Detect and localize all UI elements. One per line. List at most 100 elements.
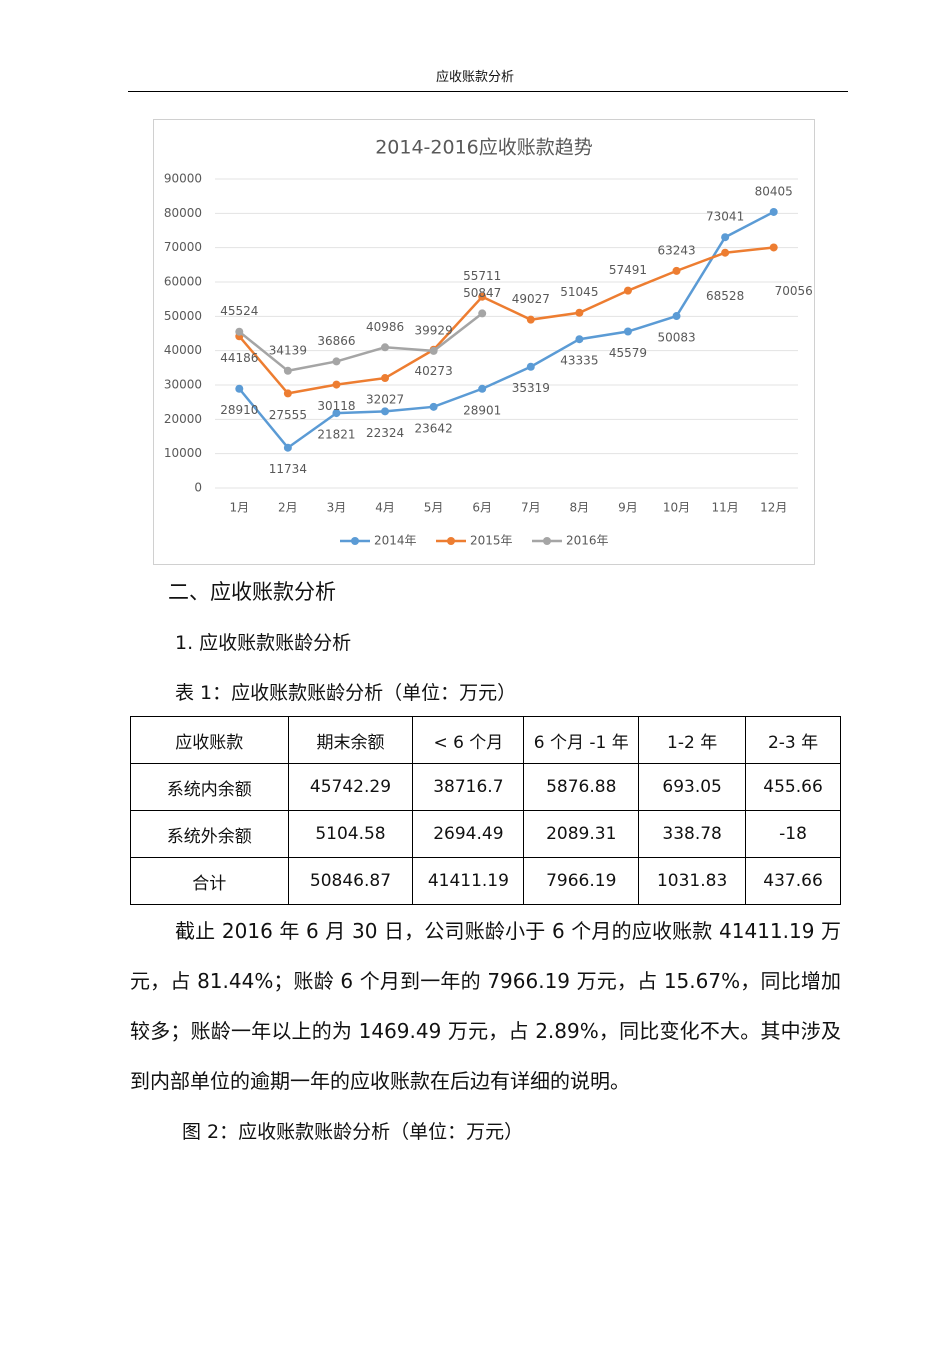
data-label: 39929 [415, 323, 453, 337]
y-tick-label: 20000 [164, 412, 202, 426]
table-cell: 455.66 [745, 763, 841, 811]
data-label: 45524 [220, 304, 258, 318]
legend-label: 2015年 [470, 534, 513, 548]
section-heading: 二、应收账款分析 [168, 580, 336, 604]
table-cell: 应收账款 [130, 716, 289, 764]
chart: 2014-2016应收账款趋势 0 10000 20000 30000 40000 500… [153, 119, 815, 565]
y-tick-label: 50000 [164, 309, 202, 323]
data-point [623, 286, 632, 295]
table-cell: 5876.88 [523, 763, 640, 811]
x-tick-label: 4月 [375, 501, 395, 515]
x-tick-label: 9月 [618, 501, 638, 515]
data-label: 35319 [512, 381, 550, 395]
subsection-heading: 1. 应收账款账龄分析 [175, 632, 352, 654]
table-row: 系统内余额 45742.29 38716.7 5876.88 693.05 455.66 [130, 763, 841, 811]
data-label: 28901 [463, 403, 501, 417]
data-label: 23642 [415, 421, 453, 435]
table-cell: 38716.7 [412, 763, 525, 811]
x-tick-label: 12月 [760, 501, 787, 515]
legend-marker [351, 537, 359, 545]
table-cell: 338.78 [638, 810, 747, 858]
figure-caption: 图 2：应收账款账龄分析（单位：万元） [182, 1121, 524, 1143]
table-cell: 2694.49 [412, 810, 525, 858]
table-caption: 表 1：应收账款账龄分析（单位：万元） [175, 682, 517, 704]
data-point [575, 335, 584, 344]
data-label: 30118 [317, 399, 355, 413]
x-tick-label: 1月 [229, 501, 249, 515]
data-label: 70056 [775, 284, 813, 298]
data-label: 28910 [220, 403, 258, 417]
y-tick-label: 10000 [164, 446, 202, 460]
table-cell: 1031.83 [638, 857, 747, 905]
data-point [235, 384, 244, 393]
data-point [526, 315, 535, 324]
legend-marker [447, 537, 455, 545]
data-point [769, 207, 778, 216]
table-cell: 41411.19 [412, 857, 525, 905]
data-point [575, 308, 584, 317]
data-point [381, 374, 390, 383]
data-label: 50847 [463, 286, 501, 300]
table-cell: 7966.19 [523, 857, 640, 905]
data-point [283, 389, 292, 398]
header-rule [128, 91, 848, 92]
data-point [478, 309, 487, 318]
data-label: 50083 [657, 331, 695, 345]
table-cell: 1-2 年 [638, 716, 747, 764]
table-cell: 2089.31 [523, 810, 640, 858]
data-label: 40273 [415, 364, 453, 378]
data-point [478, 292, 487, 301]
table-cell: -18 [745, 810, 841, 858]
data-label: 57491 [609, 263, 647, 277]
data-label: 22324 [366, 426, 404, 440]
data-label: 36866 [317, 334, 355, 348]
y-tick-label: 90000 [164, 172, 202, 186]
table-cell: 50846.87 [287, 857, 414, 905]
data-point [332, 357, 341, 366]
table-cell: 系统内余额 [130, 763, 289, 811]
data-label: 51045 [560, 285, 598, 299]
data-label: 55711 [463, 269, 501, 283]
data-label: 73041 [706, 210, 744, 224]
data-label: 68528 [706, 289, 744, 303]
data-point [332, 409, 341, 418]
chart-border [153, 119, 815, 565]
data-point [235, 327, 244, 336]
data-point [623, 327, 632, 336]
series-line [238, 210, 775, 450]
data-label: 45579 [609, 346, 647, 360]
data-point [721, 248, 730, 257]
data-label: 44186 [220, 351, 258, 365]
y-tick-label: 30000 [164, 378, 202, 392]
table-row: 合计 50846.87 41411.19 7966.19 1031.83 437.66 [130, 857, 841, 905]
data-point [429, 402, 438, 411]
data-label: 49027 [512, 292, 550, 306]
legend-marker [543, 537, 551, 545]
data-label: 21821 [317, 428, 355, 442]
table-cell: 系统外余额 [130, 810, 289, 858]
data-point [721, 233, 730, 242]
data-label: 32027 [366, 393, 404, 407]
table-cell: 合计 [130, 857, 289, 905]
data-label: 11734 [269, 462, 307, 476]
data-label: 27555 [269, 408, 307, 422]
data-point [283, 443, 292, 452]
data-label: 63243 [657, 243, 695, 257]
x-tick-label: 3月 [327, 501, 347, 515]
x-tick-label: 10月 [663, 501, 690, 515]
data-point [381, 407, 390, 416]
table-cell: 5104.58 [287, 810, 414, 858]
legend-label: 2014年 [374, 534, 417, 548]
table-cell: < 6 个月 [412, 716, 525, 764]
legend-label: 2016年 [566, 534, 609, 548]
data-label: 43335 [560, 354, 598, 368]
data-point [672, 312, 681, 321]
table-cell: 693.05 [638, 763, 747, 811]
y-tick-label: 60000 [164, 275, 202, 289]
chart-title: 2014-2016应收账款趋势 [375, 137, 593, 159]
table-cell: 45742.29 [287, 763, 414, 811]
table-cell: 437.66 [745, 857, 841, 905]
data-point [526, 362, 535, 371]
x-tick-label: 5月 [424, 501, 444, 515]
